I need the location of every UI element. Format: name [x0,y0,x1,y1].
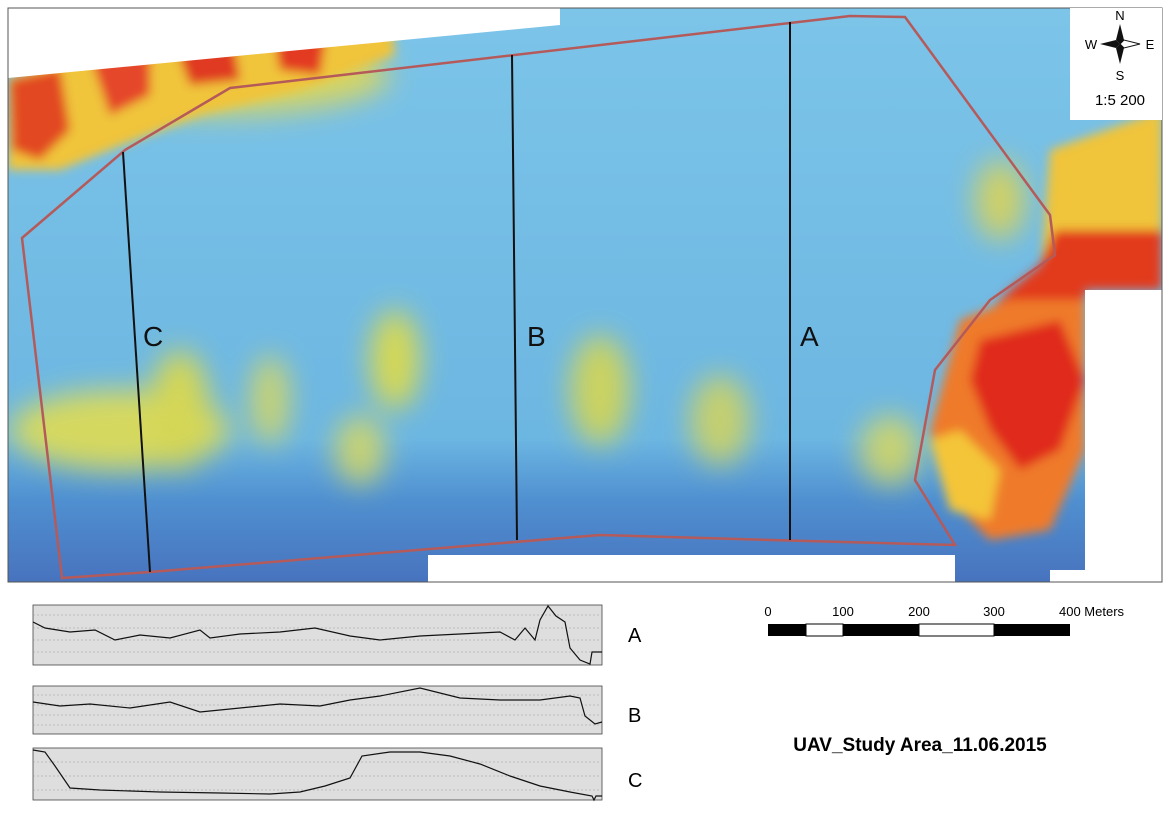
scale-label: 0 [764,604,771,619]
transect-label: A [800,321,819,352]
profile-label: B [628,705,641,727]
compass-needle [1116,44,1124,64]
profile-c: C [32,747,642,802]
transect-line [122,151,151,573]
scale-label: 300 [983,604,1005,619]
nodata-bottom [428,555,955,582]
compass-n: N [1115,8,1124,23]
transect-line [511,54,518,541]
compass-w: W [1085,37,1098,52]
compass-needle [1119,39,1141,49]
scale-ratio: 1:5 200 [1095,92,1145,109]
compass-box [1070,8,1162,120]
study-area-boundary [20,14,1057,580]
scale-label: 400 Meters [1059,604,1125,619]
compass-s: S [1116,68,1125,83]
scale-label: 100 [832,604,854,619]
profile-label: A [628,625,642,647]
compass-needle [1100,40,1120,48]
profile-label: C [628,770,642,792]
compass-needle [1116,24,1124,44]
compass-e: E [1146,37,1155,52]
profile-b: B [32,685,641,735]
map-title: UAV_Study Area_11.06.2015 [793,735,1047,756]
transect-label: B [527,321,546,352]
nodata-corner [1050,570,1162,582]
map-frame [7,7,1163,583]
transect-label: C [143,321,163,352]
nodata-top [8,8,560,78]
raster [8,8,1162,582]
nodata-right [1085,290,1162,582]
scale-label: 200 [908,604,930,619]
scale-bar: 0 100 200 300 400 Meters [764,604,1125,637]
profile-a: A [32,604,642,666]
